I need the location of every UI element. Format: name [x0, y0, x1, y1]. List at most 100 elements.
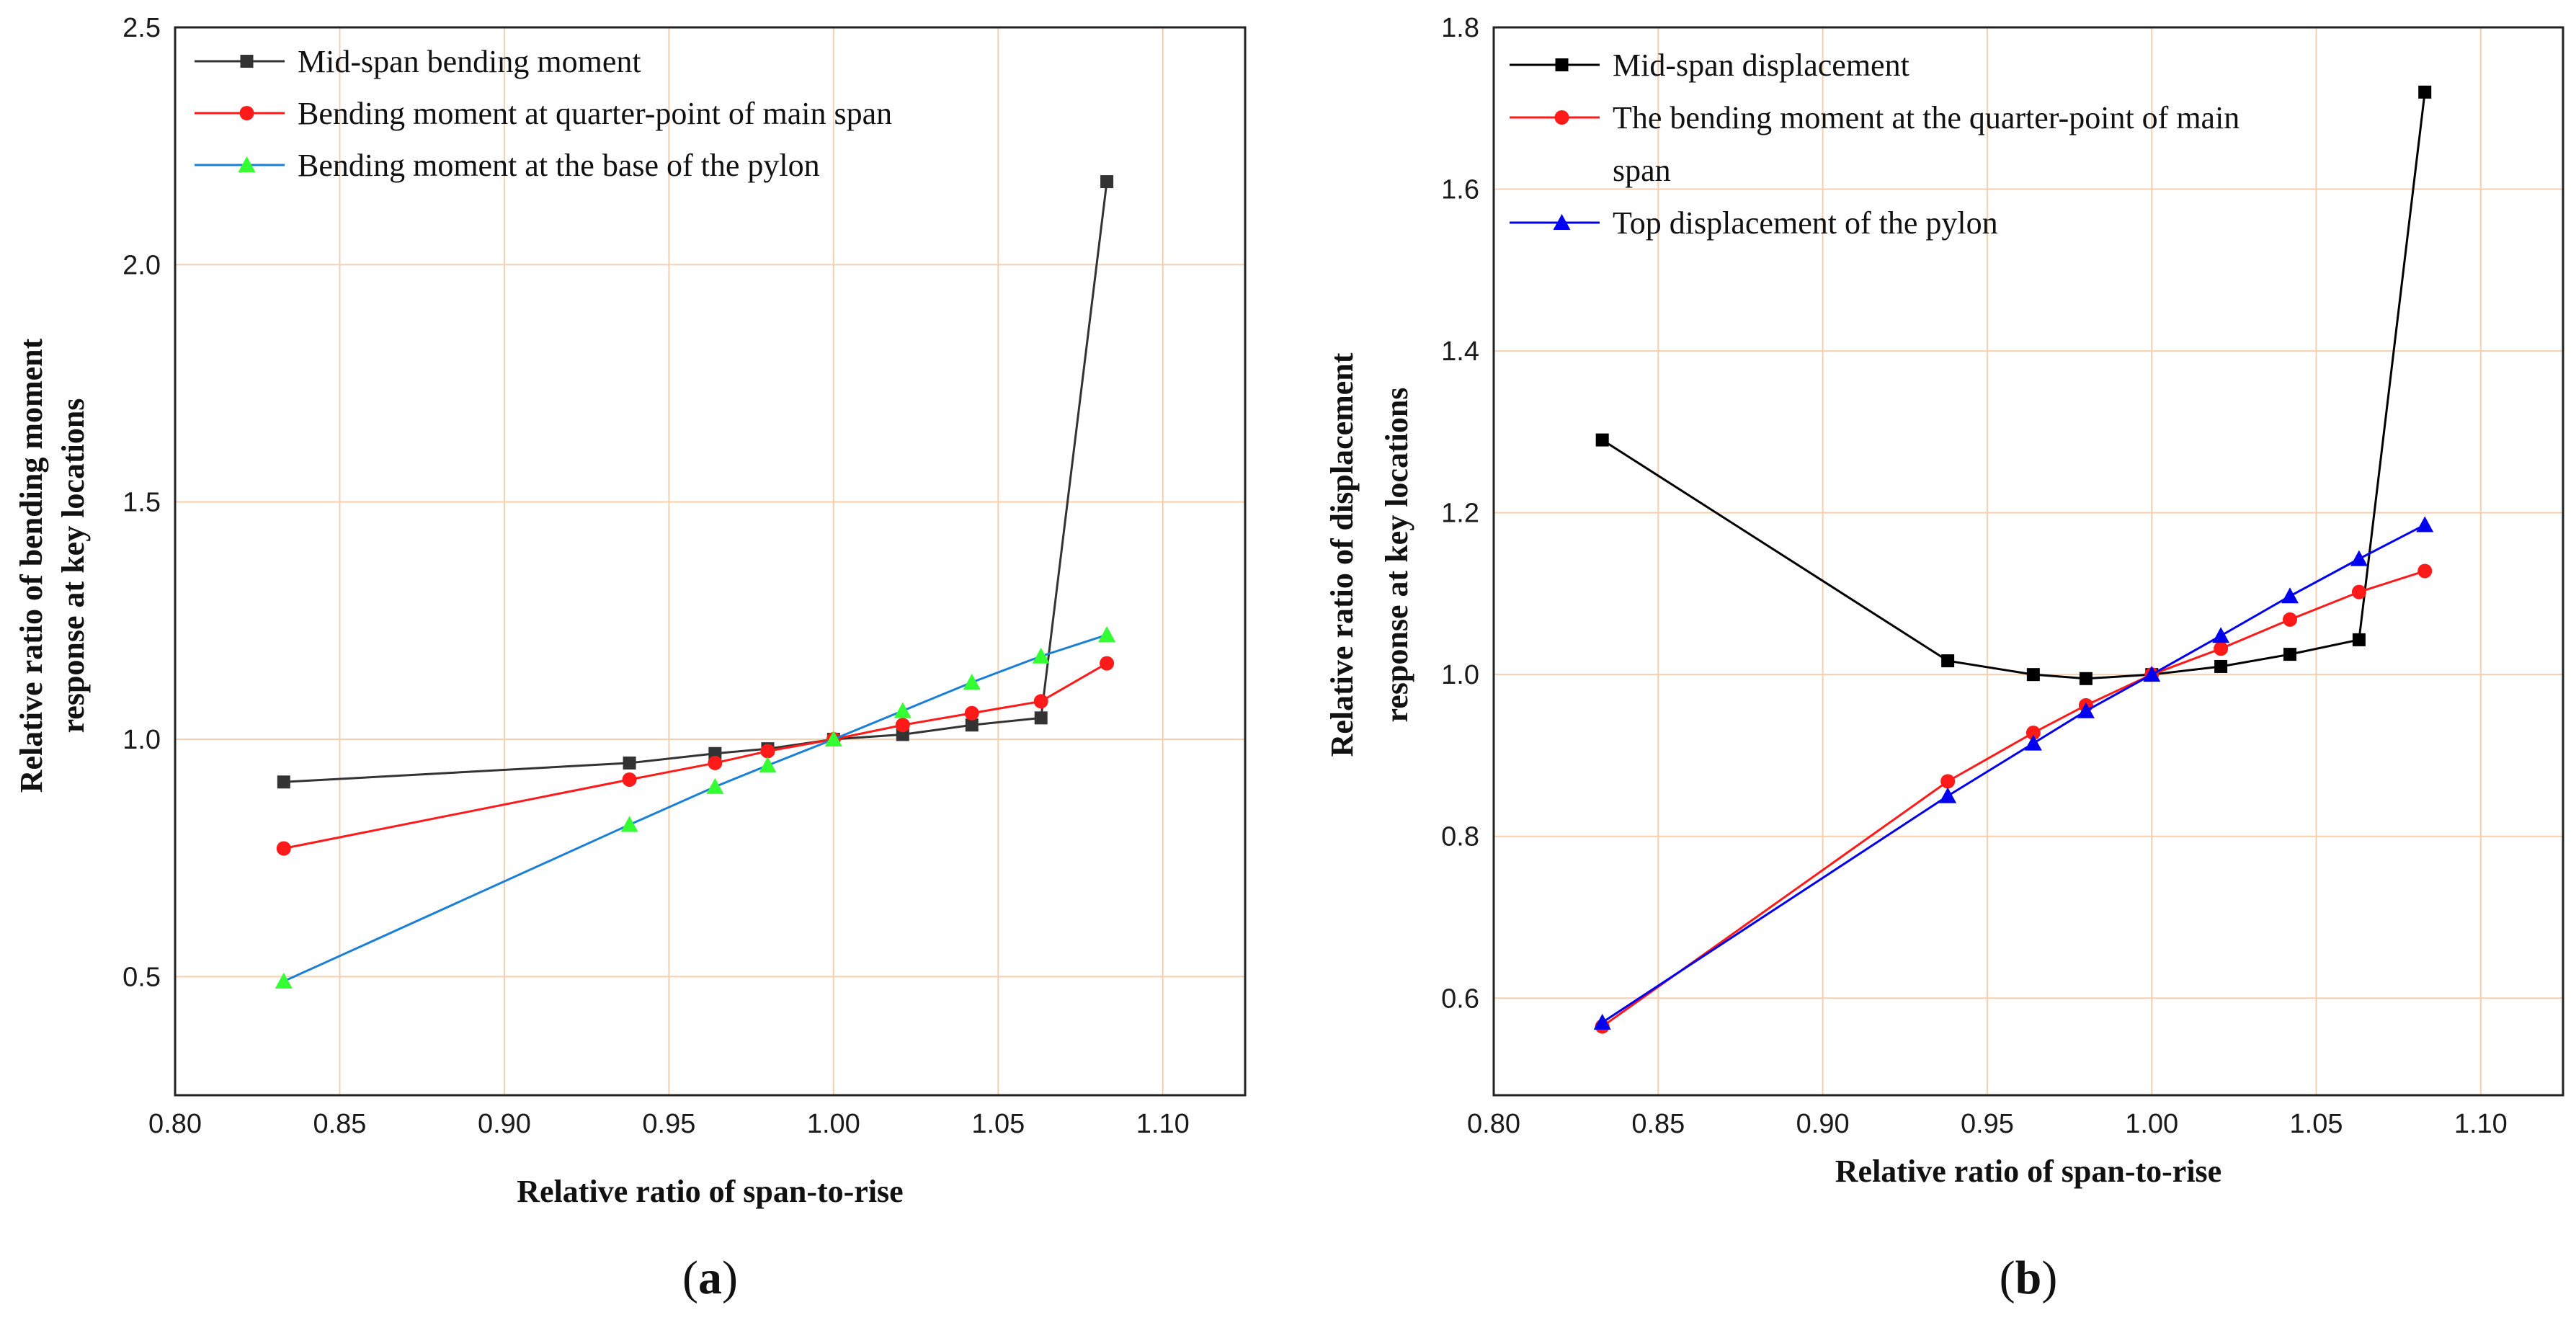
y-tick-label: 0.8: [1441, 822, 1479, 852]
series-line-2: [1601, 570, 2425, 1027]
legend-label: Bending moment at quarter-point of main …: [298, 96, 892, 131]
x-tick-label: 1.00: [2125, 1109, 2178, 1139]
y-axis-title: Relative ratio of displacement: [1324, 352, 1360, 757]
panel-b-chart: 0.80 0.85 0.90 0.95 1.00 1.05 1.10 0.6 0.8 1.0 1.2…: [1324, 13, 2564, 1304]
x-axis-title: Relative ratio of span-to-rise: [1835, 1154, 2221, 1189]
x-tick-label: 0.95: [1961, 1109, 2014, 1139]
y-axis-title: Relative ratio of bending moment: [14, 338, 49, 793]
legend-label: Mid-span displacement: [1613, 48, 1909, 83]
legend-label: The bending moment at the quarter-point …: [1613, 100, 2239, 135]
data-point-series-3: [706, 777, 724, 794]
y-tick-label: 1.0: [1441, 660, 1479, 690]
legend-label: span: [1613, 153, 1671, 188]
data-point-series-1: [277, 775, 290, 789]
panel-label-paren: (: [2000, 1252, 2015, 1304]
x-tick-label: 0.85: [1631, 1109, 1685, 1139]
legend-marker-2: [1554, 110, 1569, 125]
data-point-series-2: [2417, 563, 2433, 579]
data-point-series-1: [2352, 633, 2366, 646]
y-tick-label: 0.6: [1441, 984, 1479, 1014]
data-point-series-2: [1033, 694, 1048, 709]
panel-label-paren: ): [2041, 1252, 2057, 1304]
data-point-series-1: [1100, 175, 1114, 189]
data-point-series-2: [708, 755, 723, 770]
data-point-series-3: [2212, 627, 2230, 643]
legend-label: Mid-span bending moment: [298, 44, 641, 79]
data-point-series-3: [893, 702, 912, 718]
data-point-series-1: [2418, 85, 2432, 99]
data-point-series-2: [1100, 656, 1115, 671]
data-point-series-2: [1940, 774, 1956, 789]
series-line-3: [283, 633, 1107, 983]
y-tick-label: 0.5: [122, 962, 161, 992]
y-tick-label: 1.4: [1441, 336, 1479, 367]
data-point-series-3: [1593, 1013, 1611, 1030]
y-tick-label: 1.6: [1441, 175, 1479, 205]
panel-label: (a): [682, 1252, 738, 1304]
x-tick-label: 0.90: [478, 1109, 531, 1139]
data-point-series-1: [2283, 648, 2297, 661]
legend-marker-2: [239, 106, 254, 120]
data-point-series-3: [759, 757, 777, 773]
data-point-series-1: [623, 756, 636, 770]
data-point-series-2: [2025, 726, 2041, 741]
data-point-series-1: [2214, 659, 2228, 673]
data-point-series-3: [963, 673, 981, 690]
y-tick-label: 1.8: [1441, 13, 1479, 43]
data-point-series-3: [2077, 702, 2095, 718]
legend-label: Top displacement of the pylon: [1613, 205, 1998, 241]
panel-label-letter: a: [698, 1252, 722, 1304]
data-point-series-3: [2281, 587, 2299, 604]
data-point-series-1: [2079, 672, 2093, 685]
x-tick-label: 0.80: [1467, 1109, 1520, 1139]
y-axis-title: response at key locations: [1379, 388, 1414, 723]
panel-label-paren: ): [722, 1252, 738, 1304]
series-line-3: [1601, 524, 2425, 1024]
data-point-series-3: [2416, 516, 2434, 532]
data-point-series-2: [276, 841, 291, 856]
x-tick-label: 0.90: [1796, 1109, 1850, 1139]
data-point-series-2: [2283, 612, 2298, 627]
x-tick-label: 1.10: [2454, 1109, 2508, 1139]
panel-label-paren: (: [682, 1252, 698, 1304]
data-point-series-1: [965, 718, 979, 732]
series-line-1: [283, 181, 1108, 783]
x-tick-label: 1.10: [1136, 1109, 1190, 1139]
x-tick-label: 0.95: [642, 1109, 695, 1139]
data-point-series-3: [2024, 734, 2042, 751]
data-point-series-3: [1939, 787, 1957, 803]
legend-marker-1: [1555, 58, 1569, 71]
x-axis-title: Relative ratio of span-to-rise: [517, 1174, 903, 1209]
y-tick-label: 1.0: [122, 725, 161, 755]
data-point-series-3: [1098, 626, 1116, 643]
panel-label-letter: b: [2015, 1252, 2042, 1304]
panel-a-chart: 0.80 0.85 0.90 0.95 1.00 1.05 1.10 0.5 1.0 1.5 2.0…: [14, 13, 1247, 1304]
legend-marker-3: [1553, 214, 1571, 230]
data-point-series-3: [2350, 550, 2368, 566]
data-point-series-1: [1595, 433, 1609, 447]
data-point-series-2: [2214, 641, 2229, 656]
panel-label: (b): [2000, 1252, 2058, 1304]
x-tick-label: 0.85: [313, 1109, 366, 1139]
data-point-series-3: [275, 972, 293, 989]
plot-frame: [1492, 26, 2564, 1097]
y-tick-label: 2.0: [122, 250, 161, 280]
data-point-series-3: [620, 816, 638, 832]
x-tick-label: 1.05: [971, 1109, 1025, 1139]
data-point-series-2: [964, 705, 979, 721]
data-point-series-2: [2351, 584, 2366, 599]
x-tick-label: 1.00: [807, 1109, 860, 1139]
data-point-series-3: [2143, 666, 2161, 682]
legend-marker-3: [238, 156, 256, 172]
legend-marker-1: [240, 55, 254, 68]
y-tick-label: 1.5: [122, 488, 161, 518]
y-tick-label: 2.5: [122, 13, 161, 43]
data-point-series-2: [760, 744, 775, 759]
data-point-series-2: [622, 772, 637, 787]
y-axis-title: response at key locations: [55, 398, 91, 734]
data-point-series-3: [824, 731, 842, 746]
data-point-series-1: [1941, 654, 1955, 668]
data-point-series-3: [1032, 647, 1050, 664]
data-point-series-2: [895, 718, 910, 733]
x-tick-label: 1.05: [2290, 1109, 2343, 1139]
